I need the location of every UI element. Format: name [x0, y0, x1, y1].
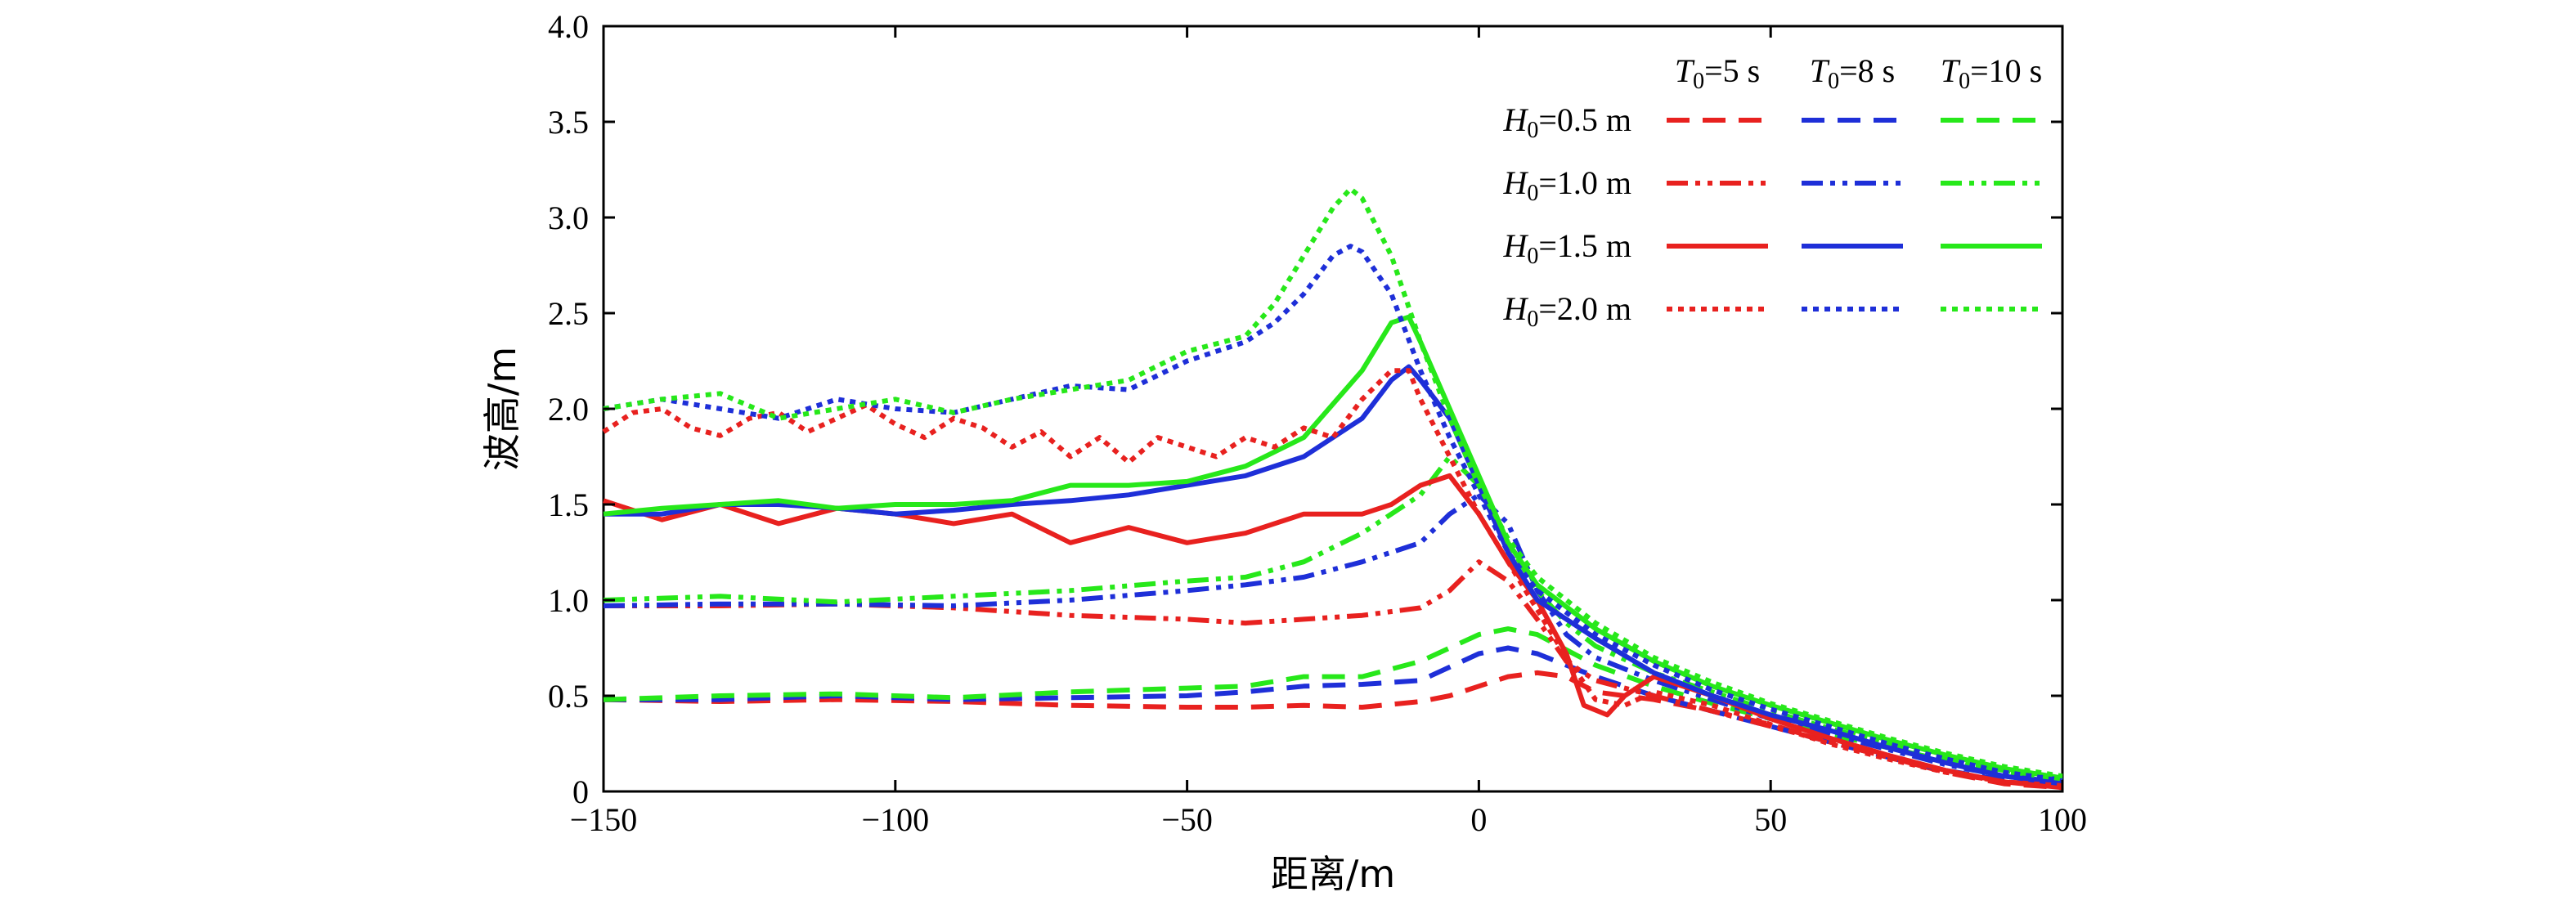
x-tick-label: 50 [1754, 801, 1787, 838]
legend-column-header: T0=5 s [1675, 52, 1760, 94]
series-line-T5s-H1.5m [603, 473, 2063, 791]
y-tick-label: 2.0 [548, 391, 589, 428]
legend-row-label: H0=2.0 m [1502, 290, 1631, 332]
series-line-T8s-H1.5m [604, 364, 2063, 787]
legend-row-label: H0=0.5 m [1502, 101, 1631, 143]
y-tick-label: 3.0 [548, 199, 589, 236]
y-axis-title: 波高/m [480, 347, 524, 471]
x-tick-label: −150 [570, 801, 638, 838]
legend-row-label: H0=1.5 m [1502, 227, 1631, 269]
y-tick-label: 4.0 [548, 8, 589, 45]
y-axis-ticks: 0 0.5 1.0 1.5 2.0 2.5 3.0 3.5 4.0 [548, 8, 2062, 810]
legend: T0=5 s T0=8 s T0=10 s H0=0.5 m H0=1.0 m H0=1.… [1502, 52, 2042, 332]
y-tick-label: 1.0 [548, 582, 589, 619]
x-tick-label: −100 [862, 801, 930, 838]
legend-column-header: T0=10 s [1941, 52, 2042, 94]
y-tick-label: 3.5 [548, 104, 589, 141]
series-line-T5s-H1.0m [604, 559, 2063, 788]
series-line-T5s-H0.5m [603, 670, 2063, 791]
legend-column-header: T0=8 s [1810, 52, 1895, 94]
x-tick-label: −50 [1161, 801, 1213, 838]
series-line-T5s-H2.0m [602, 368, 2063, 788]
series-line-T8s-H0.5m [604, 645, 2063, 787]
x-axis-title: 距离/m [1271, 852, 1395, 896]
x-tick-label: 0 [1470, 801, 1487, 838]
y-tick-label: 2.5 [548, 295, 589, 332]
series-layer [602, 186, 2063, 791]
x-tick-label: 100 [2038, 801, 2087, 838]
series-line-T8s-H2.0m [603, 244, 2063, 782]
legend-row-label: H0=1.0 m [1502, 164, 1631, 206]
y-tick-label: 0 [572, 773, 589, 810]
y-tick-label: 0.5 [548, 678, 589, 715]
series-line-T10s-H2.0m [603, 186, 2063, 779]
y-tick-label: 1.5 [548, 486, 589, 523]
x-axis-ticks: −150 −100 −50 0 50 100 [570, 26, 2087, 838]
plot-area: −150 −100 −50 0 50 100 0 0.5 1.0 1.5 2.0 2.5 3.0 3.5… [548, 8, 2087, 838]
